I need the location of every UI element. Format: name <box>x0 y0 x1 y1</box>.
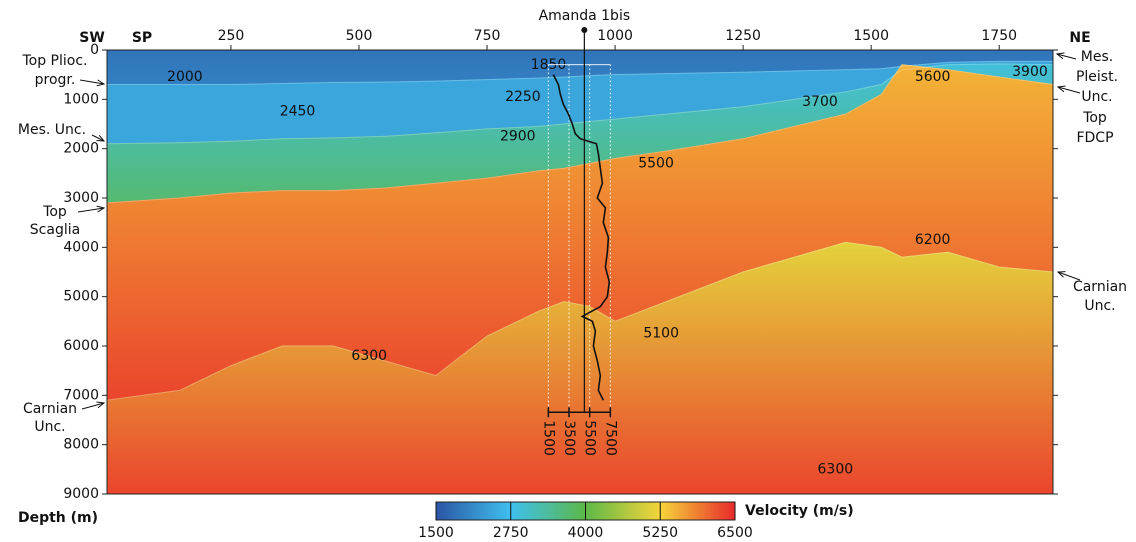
horizon-annotation-right: Top <box>1082 110 1107 126</box>
log-scale-label: 1500 <box>540 420 556 456</box>
velocity-label: 5100 <box>643 326 679 342</box>
velocity-label: 5600 <box>915 69 951 85</box>
x-tick-label: 1250 <box>725 28 761 44</box>
velocity-label: 2000 <box>167 69 203 85</box>
horizon-annotation-left: Carnian <box>23 401 77 417</box>
y-tick-label: 6000 <box>63 338 99 354</box>
horizon <box>107 63 1053 145</box>
x-tick-label: 1750 <box>981 28 1017 44</box>
annotation-arrow <box>1058 87 1081 94</box>
horizon-annotation-left: Top <box>42 204 67 220</box>
x-tick-label: 500 <box>346 28 373 44</box>
annotation-arrow <box>91 134 104 141</box>
annotation-arrow <box>1058 272 1081 281</box>
horizon-annotation-right: Unc. <box>1084 298 1115 314</box>
horizon <box>107 241 1053 401</box>
y-tick-label: 1000 <box>63 91 99 107</box>
annotation-arrow <box>77 208 104 213</box>
colorbar-label: Velocity (m/s) <box>745 503 854 519</box>
colorbar-tick-label: 4000 <box>568 525 604 541</box>
horizon-annotation-left: Top Plioc. <box>21 53 87 69</box>
x-tick-label: 250 <box>218 28 245 44</box>
left-label: SW <box>79 30 105 46</box>
horizon <box>107 60 1053 86</box>
horizon-annotation-left: Mes. Unc. <box>18 122 86 138</box>
velocity-label: 6300 <box>818 461 854 477</box>
overlay: 250 500 750 1000 1250 1500 1750 0 1000 2000 3000 40… <box>18 8 1127 502</box>
colorbar-tick-label: 1500 <box>418 525 454 541</box>
plot-frame <box>106 49 1054 495</box>
y-tick-label: 9000 <box>63 486 99 502</box>
velocity-label: 2900 <box>500 128 536 144</box>
y-tick-label: 0 <box>90 42 99 58</box>
y-tick-label: 2000 <box>63 141 99 157</box>
y-axis-label: Depth (m) <box>18 510 98 526</box>
velocity-label: 5500 <box>638 155 674 171</box>
log-scale-label: 3500 <box>561 420 577 456</box>
horizon-annotation-right: Mes. <box>1081 49 1113 65</box>
velocity-log <box>552 74 611 401</box>
horizon-annotation-right: Unc. <box>1081 89 1112 105</box>
horizon-annotation-right: Carnian <box>1073 279 1127 295</box>
x-tick-label: 1500 <box>853 28 889 44</box>
y-tick-label: 4000 <box>63 239 99 255</box>
annotation-arrow <box>81 403 104 410</box>
well-head <box>581 27 588 33</box>
velocity-label: 2250 <box>505 89 541 105</box>
annotation-arrow <box>1057 54 1077 60</box>
horizon-annotation-right: Pleist. <box>1076 69 1118 85</box>
velocity-label: 3900 <box>1012 64 1048 80</box>
colorbar-tick-label: 5250 <box>642 525 678 541</box>
layers <box>107 50 1053 494</box>
x-tick-label: 1000 <box>597 28 633 44</box>
horizon-annotation-left: Scaglia <box>30 222 80 238</box>
horizon <box>107 64 1053 204</box>
velocity-label: 3700 <box>802 94 838 110</box>
x-tick-label: 750 <box>474 28 501 44</box>
velocity-label: 6300 <box>351 348 387 364</box>
horizon-annotation-left: Unc. <box>34 419 65 435</box>
y-tick-label: 5000 <box>63 289 99 305</box>
velocity-label: 6200 <box>915 232 951 248</box>
well-name: Amanda 1bis <box>539 8 631 24</box>
velocity-layer <box>107 241 1053 494</box>
y-tick-label: 8000 <box>63 437 99 453</box>
log-scale-label: 7500 <box>602 420 618 456</box>
right-label: NE <box>1069 30 1090 46</box>
colorbar-tick-label: 2750 <box>493 525 529 541</box>
y-tick-label: 7000 <box>63 387 99 403</box>
x-axis-label: SP <box>132 30 152 46</box>
y-tick-label: 3000 <box>63 190 99 206</box>
annotation-arrow <box>79 80 104 84</box>
colorbar-tick-label: 6500 <box>717 525 753 541</box>
log-scale-label: 5500 <box>582 420 598 456</box>
horizon-annotation-left: progr. <box>35 72 76 88</box>
velocity-label: 2450 <box>280 104 316 120</box>
horizon-annotation-right: FDCP <box>1076 130 1113 146</box>
